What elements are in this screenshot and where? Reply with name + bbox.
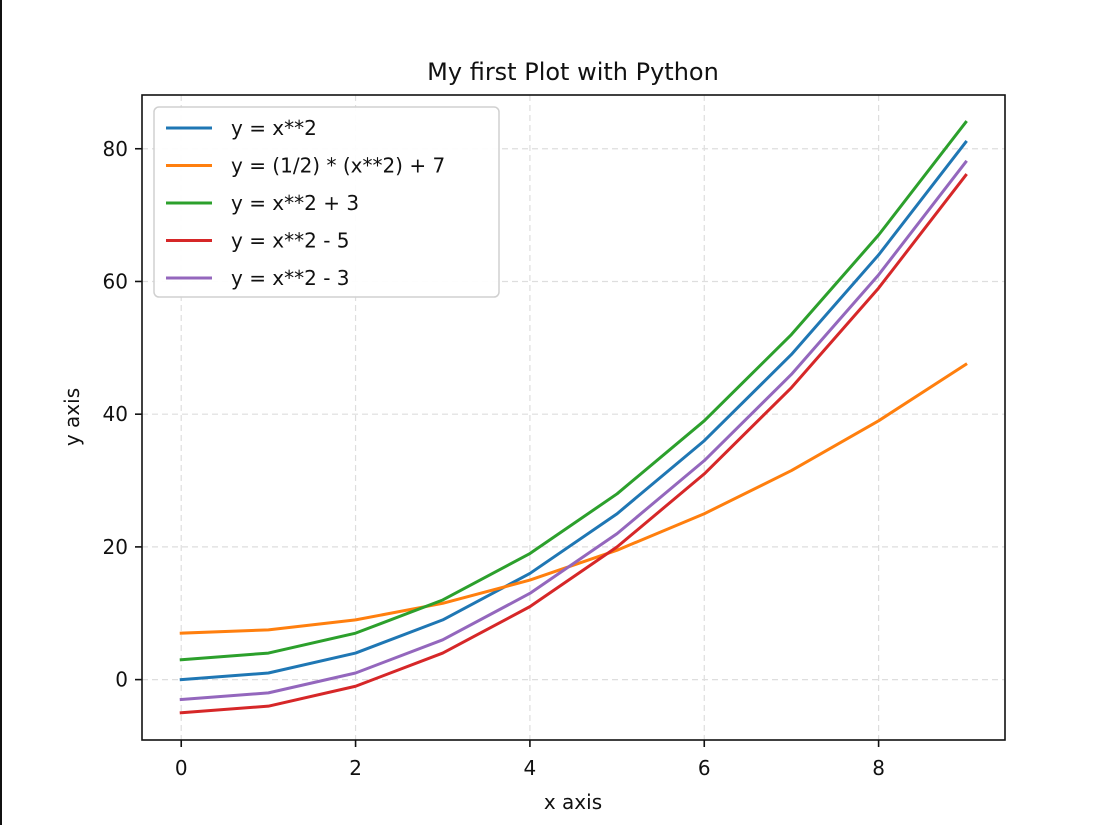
- series-2-line: [179, 362, 968, 635]
- legend-label-series-5: y = x**2 - 3: [231, 266, 350, 290]
- y-tick-label: 20: [103, 535, 128, 559]
- y-tick-label: 40: [103, 402, 128, 426]
- x-tick-label: 8: [872, 756, 885, 780]
- x-tick-label: 6: [698, 756, 711, 780]
- y-tick-label: 60: [103, 269, 128, 293]
- series-lines: [179, 120, 968, 715]
- chart-title: My first Plot with Python: [427, 58, 719, 86]
- legend-label-series-2: y = (1/2) * (x**2) + 7: [231, 154, 445, 178]
- x-axis-title: x axis: [544, 790, 602, 814]
- y-tick-label: 80: [103, 137, 128, 161]
- x-tick-label: 2: [349, 756, 362, 780]
- series-3-line: [179, 120, 968, 662]
- y-axis-title: y axis: [60, 388, 84, 446]
- series-1-line: [179, 140, 968, 682]
- legend-items: y = x**2 y = (1/2) * (x**2) + 7 y = x**2 +…: [166, 116, 445, 290]
- x-tick-label: 4: [524, 756, 537, 780]
- x-tick-label: 0: [175, 756, 188, 780]
- legend-label-series-1: y = x**2: [231, 116, 317, 140]
- legend-box: [153, 106, 500, 298]
- series-5-line: [179, 159, 968, 702]
- y-tick-label: 0: [115, 668, 128, 692]
- legend: y = x**2 y = (1/2) * (x**2) + 7 y = x**2 +…: [153, 106, 500, 298]
- plot-frame: [141, 94, 1006, 741]
- legend-label-series-3: y = x**2 + 3: [231, 191, 359, 215]
- series-4-line: [179, 173, 968, 715]
- legend-label-series-4: y = x**2 - 5: [231, 229, 350, 253]
